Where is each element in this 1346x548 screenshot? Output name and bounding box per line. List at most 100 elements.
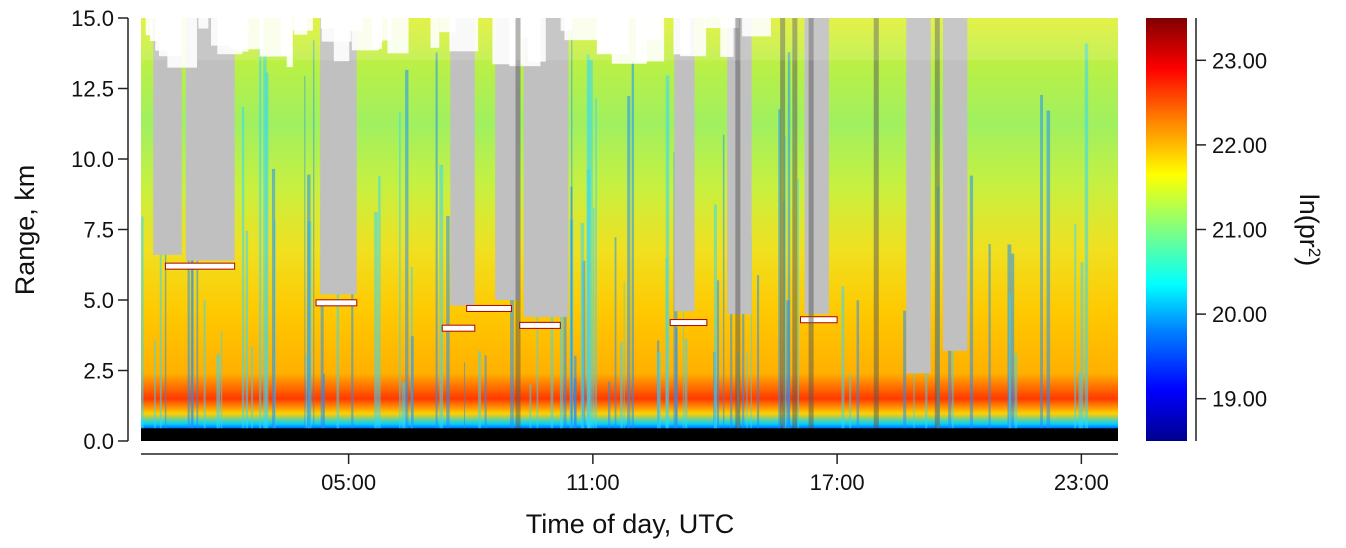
cloud-base-layer	[315, 299, 358, 307]
signal-streak	[203, 300, 206, 429]
colorbar-ticks: 19.00 20.00 21.00 22.00 23.00	[1196, 48, 1267, 412]
y-tick-label: 2.5	[83, 359, 114, 384]
signal-streak	[841, 286, 845, 429]
noise-column	[808, 18, 814, 441]
signal-streak	[245, 230, 249, 429]
colorbar-label-superscript: 2	[1306, 248, 1325, 257]
saturated-patch	[635, 18, 665, 62]
saturated-patch	[149, 18, 160, 42]
signal-streak	[988, 244, 991, 429]
x-axis-label: Time of day, UTC	[526, 509, 735, 539]
near-field-band	[141, 428, 1118, 441]
signal-streak	[307, 174, 311, 429]
signal-streak	[401, 382, 406, 429]
signal-streak	[305, 354, 307, 429]
signal-streak	[265, 72, 269, 430]
signal-streak	[969, 175, 974, 429]
y-tick-label: 0.0	[83, 429, 114, 454]
noise-column	[792, 18, 798, 441]
no-signal-region	[450, 18, 475, 306]
colorbar: 19.00 20.00 21.00 22.00 23.00	[1146, 18, 1267, 441]
signal-streak	[620, 342, 623, 429]
no-signal-region	[906, 18, 931, 374]
no-signal-region	[674, 18, 695, 312]
colorbar-tick-label: 19.00	[1212, 387, 1267, 412]
saturated-patch	[673, 18, 691, 55]
signal-streak	[159, 158, 162, 430]
signal-streak	[787, 52, 791, 430]
upper-band	[141, 18, 1118, 61]
signal-streak	[263, 56, 267, 429]
x-tick-label: 17:00	[810, 470, 865, 495]
signal-streak	[536, 241, 539, 429]
signal-streak	[746, 352, 748, 429]
noise-column	[873, 18, 879, 441]
signal-streak	[903, 310, 907, 429]
signal-streak	[251, 347, 254, 429]
saturated-patch	[167, 18, 197, 68]
y-tick-label: 7.5	[83, 218, 114, 243]
signal-streak	[722, 134, 725, 429]
no-signal-region	[804, 18, 829, 315]
signal-streak	[756, 275, 760, 429]
saturated-patch	[439, 18, 456, 33]
signal-streak	[750, 236, 752, 429]
saturated-patch	[564, 18, 599, 41]
saturated-patch	[341, 18, 363, 32]
colorbar-tick-label: 20.00	[1212, 302, 1267, 327]
cloud-base-layer	[669, 319, 708, 327]
signal-streak	[478, 351, 482, 429]
colorbar-tick-label: 22.00	[1212, 133, 1267, 158]
saturated-patch	[371, 18, 383, 43]
signal-streak	[154, 339, 156, 429]
saturated-patch	[145, 18, 153, 36]
cloud-base-layer	[799, 316, 838, 324]
x-axis-ticks: 05:00 11:00 17:00 23:00	[321, 454, 1109, 495]
signal-streak	[684, 339, 688, 429]
signal-streak	[849, 373, 852, 429]
signal-streak	[778, 109, 781, 429]
heatmap-overlays	[141, 18, 1118, 441]
signal-streak	[196, 202, 199, 429]
signal-streak	[1011, 253, 1015, 429]
colorbar-label-close: )	[1294, 257, 1324, 266]
saturated-patch	[387, 18, 409, 54]
signal-streak	[216, 354, 221, 429]
y-tick-label: 5.0	[83, 288, 114, 313]
colorbar-label-text: ln(pr	[1294, 194, 1324, 248]
colorbar-label: ln(pr2)	[1294, 194, 1325, 266]
signal-streak	[141, 216, 144, 429]
signal-streak	[446, 215, 450, 429]
noise-column	[515, 18, 521, 441]
cloud-base-layer	[466, 304, 512, 312]
signal-streak	[573, 378, 577, 429]
signal-streak	[529, 384, 532, 429]
signal-streak	[1046, 110, 1051, 430]
signal-streak	[586, 54, 590, 430]
cloud-base-layer	[164, 262, 236, 270]
heatmap-plot-area	[141, 18, 1118, 441]
signal-streak	[258, 34, 262, 430]
signal-streak	[1080, 262, 1084, 429]
signal-streak	[797, 179, 799, 429]
signal-streak	[925, 353, 928, 429]
signal-streak	[313, 40, 315, 429]
colorbar-tick-label: 23.00	[1212, 48, 1267, 73]
signal-streak	[304, 76, 306, 429]
signal-streak	[716, 280, 720, 429]
signal-streak	[398, 112, 401, 429]
signal-streak	[580, 222, 585, 429]
signal-streak	[320, 299, 324, 429]
saturated-patch	[742, 18, 771, 37]
saturated-patch	[597, 18, 624, 52]
signal-streak	[656, 351, 661, 429]
saturated-patch	[292, 18, 313, 31]
signal-streak	[631, 61, 635, 430]
x-tick-label: 23:00	[1054, 470, 1109, 495]
signal-streak	[410, 336, 414, 429]
signal-streak	[588, 59, 593, 430]
signal-streak	[187, 134, 190, 429]
signal-streak	[484, 355, 487, 429]
no-signal-region	[942, 18, 968, 351]
